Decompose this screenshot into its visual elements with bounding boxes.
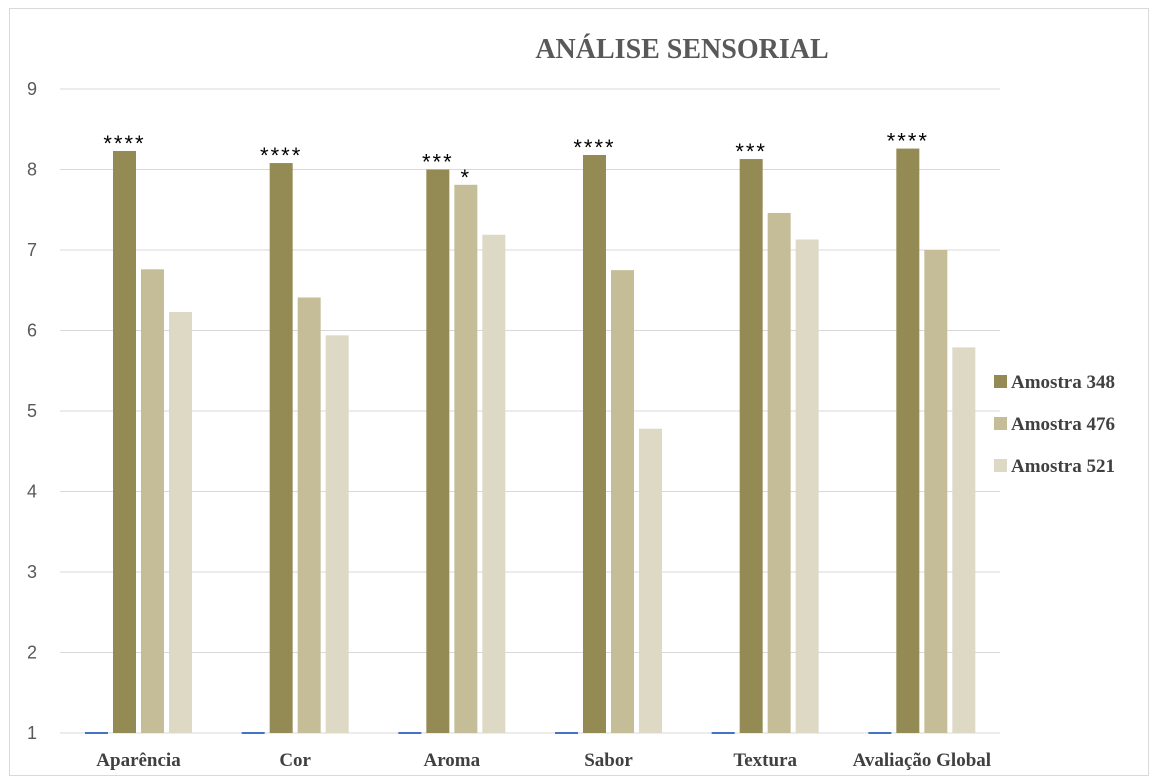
x-category-label: Avaliação Global: [853, 750, 991, 771]
x-axis-labels: Aparência Cor Aroma Sabor Textura Avaliação G…: [96, 750, 991, 771]
bar-amostra-476: [297, 297, 321, 733]
y-tick-label: 3: [27, 562, 37, 582]
y-tick-label: 1: [27, 723, 37, 743]
legend: Amostra 348 Amostra 476 Amostra 521: [994, 372, 1115, 477]
bar-amostra-348: [426, 169, 450, 733]
y-tick-label: 7: [27, 240, 37, 260]
x-category-label: Textura: [733, 750, 797, 771]
y-tick-label: 4: [27, 482, 37, 502]
significance-marker: ****: [103, 131, 145, 156]
significance-marker: ***: [735, 139, 767, 164]
bar-amostra-521: [169, 311, 192, 733]
bar-amostra-476: [767, 212, 791, 734]
bar-amostra-348: [896, 148, 920, 733]
legend-swatch: [994, 417, 1007, 430]
x-category-label: Cor: [279, 750, 311, 771]
significance-marker: ***: [422, 150, 454, 175]
significance-marker: *: [461, 165, 472, 190]
legend-swatch: [994, 459, 1007, 472]
y-tick-label: 9: [27, 79, 37, 99]
y-tick-label: 8: [27, 160, 37, 180]
significance-marker: ****: [573, 135, 615, 160]
legend-label: Amostra 476: [1011, 414, 1115, 435]
bar-amostra-476: [141, 269, 164, 733]
legend-label: Amostra 348: [1011, 372, 1115, 393]
bar-amostra-476: [611, 270, 634, 733]
bar-amostra-521: [952, 347, 976, 733]
y-axis-ticks: 1 2 3 4 5 6 7 8 9: [27, 79, 37, 743]
significance-marker: ****: [260, 143, 302, 168]
bar-amostra-348: [113, 150, 136, 734]
significance-annotations: **** **** ******** *** ****: [103, 129, 929, 190]
bar-amostra-476: [454, 184, 478, 734]
legend-swatch: [994, 375, 1007, 388]
significance-marker: ****: [887, 129, 929, 154]
bar-amostra-348: [739, 159, 763, 733]
chart-title: ANÁLISE SENSORIAL: [535, 34, 828, 65]
bar-amostra-521: [482, 234, 506, 733]
bars: [85, 148, 976, 734]
bar-amostra-521: [795, 239, 819, 733]
y-tick-label: 2: [27, 643, 37, 663]
x-category-label: Aroma: [424, 750, 481, 771]
gridlines: [60, 88, 1000, 734]
bar-amostra-348: [269, 163, 293, 733]
x-category-label: Sabor: [584, 750, 633, 771]
y-tick-label: 5: [27, 401, 37, 421]
bar-amostra-348: [583, 155, 606, 733]
legend-label: Amostra 521: [1011, 456, 1115, 477]
x-category-label: Aparência: [96, 750, 181, 771]
bar-amostra-476: [924, 250, 948, 733]
bar-amostra-521: [325, 335, 349, 733]
y-tick-label: 6: [27, 321, 37, 341]
bar-amostra-521: [639, 428, 662, 733]
